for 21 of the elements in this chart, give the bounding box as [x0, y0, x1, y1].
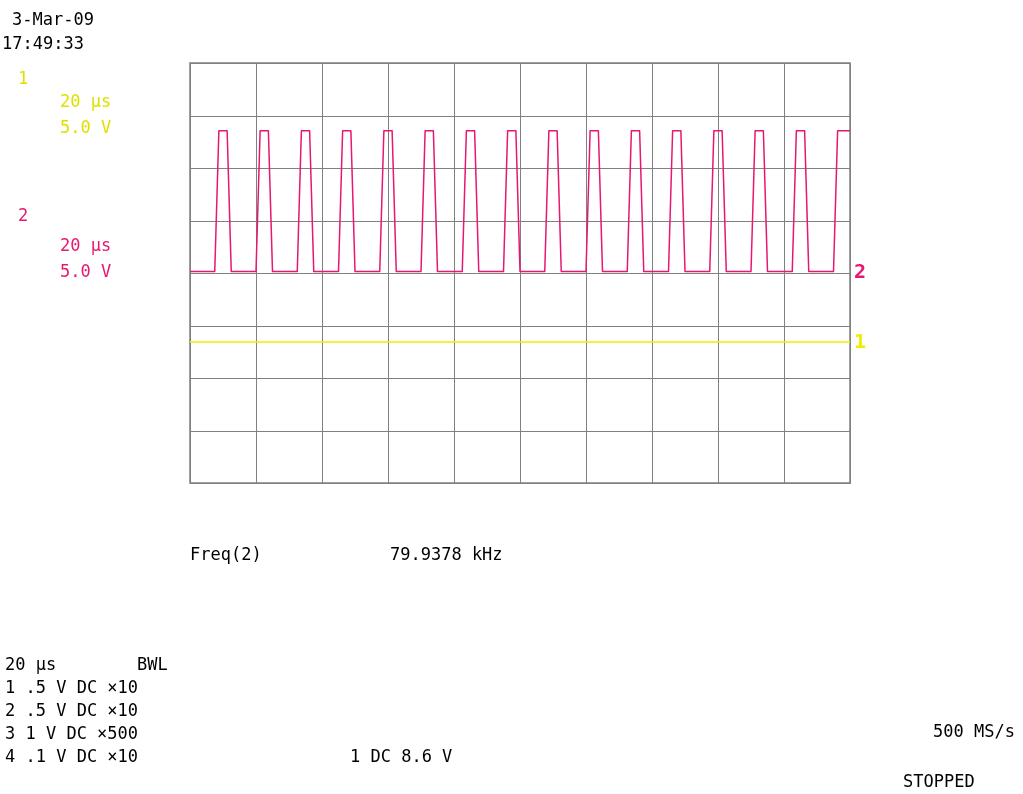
text: 20 µs	[60, 235, 112, 255]
text: 17:49:33	[2, 33, 84, 53]
text: 1 .5 V DC ×10	[5, 677, 139, 697]
text: 3-Mar-09	[12, 9, 94, 29]
text: STOPPED	[903, 771, 975, 791]
text: 79.9378 kHz	[390, 544, 503, 564]
text: BWL	[137, 654, 168, 674]
text: 1 DC 8.6 V	[350, 746, 453, 766]
text: 20 µs	[5, 654, 57, 674]
text: Freq(2)	[190, 544, 262, 564]
series-label: 1	[854, 329, 867, 354]
text: 20 µs	[60, 91, 112, 111]
text: 5.0 V	[60, 261, 112, 281]
text: 500 MS/s	[933, 721, 1015, 741]
text: 2 .5 V DC ×10	[5, 700, 139, 720]
text: 3 1 V DC ×500	[5, 723, 139, 743]
text: 5.0 V	[60, 117, 112, 137]
text: 2	[18, 205, 29, 225]
series-label: 2	[854, 258, 867, 283]
text: 1	[18, 68, 29, 88]
text: 4 .1 V DC ×10	[5, 746, 139, 766]
